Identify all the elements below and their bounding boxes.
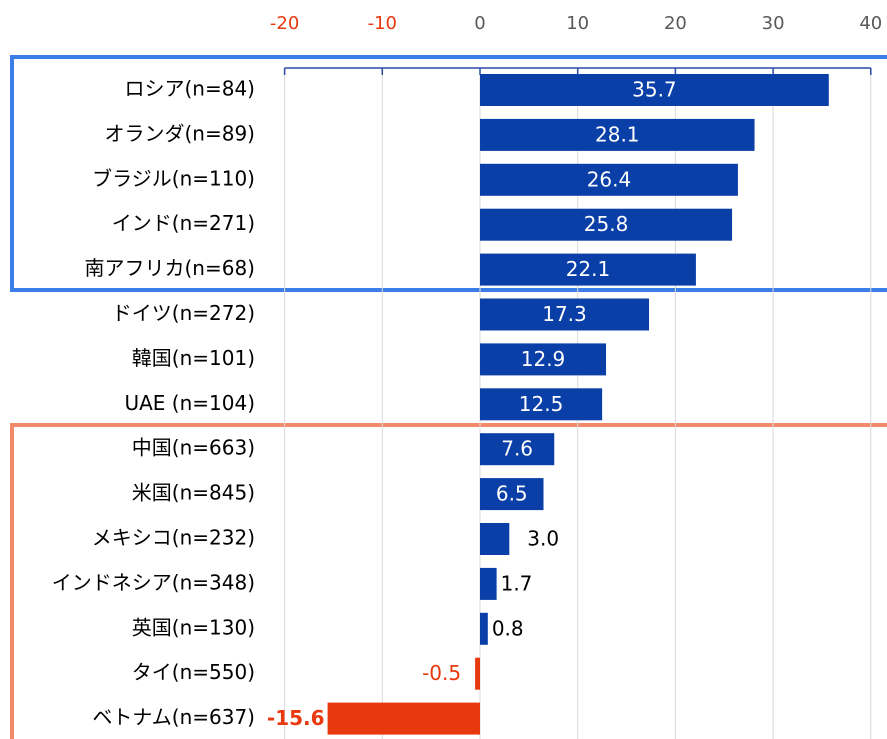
x-tick-label: -10 <box>368 13 397 34</box>
x-tick-label: 0 <box>474 13 485 34</box>
y-tick-label: 韓国(n=101) <box>132 346 255 370</box>
value-label: 0.8 <box>492 616 524 640</box>
value-label: -15.6 <box>267 706 325 730</box>
value-label: 25.8 <box>584 212 629 236</box>
value-label: 12.9 <box>521 347 566 371</box>
bar <box>475 657 480 690</box>
value-label: 28.1 <box>595 122 640 146</box>
highlight-box-top <box>10 55 887 292</box>
value-label: 35.7 <box>632 78 677 102</box>
x-tick-label: 30 <box>762 13 785 34</box>
y-tick-label: ブラジル(n=110) <box>92 166 255 190</box>
value-label: 6.5 <box>496 482 528 506</box>
bar <box>480 433 555 466</box>
x-tick-label: 20 <box>664 13 687 34</box>
y-tick-label: メキシコ(n=232) <box>92 526 255 550</box>
value-label: -0.5 <box>422 661 461 685</box>
value-label: 22.1 <box>566 257 611 281</box>
y-tick-label: インドネシア(n=348) <box>52 570 255 594</box>
bar <box>480 388 603 421</box>
bar <box>480 74 829 106</box>
highlight-box-bottom <box>10 423 887 739</box>
value-label: 3.0 <box>527 527 559 551</box>
bar <box>327 702 480 735</box>
y-tick-label: タイ(n=550) <box>132 660 255 684</box>
y-tick-label: ロシア(n=84) <box>125 77 256 101</box>
y-tick-label: 南アフリカ(n=68) <box>85 256 256 280</box>
y-tick-label: インド(n=271) <box>112 211 255 235</box>
bar <box>480 118 755 151</box>
value-label: 17.3 <box>542 302 587 326</box>
bar <box>480 343 607 376</box>
bar <box>480 163 738 196</box>
value-label: 7.6 <box>501 437 533 461</box>
y-tick-label: オランダ(n=89) <box>105 121 256 145</box>
value-label: 12.5 <box>519 392 564 416</box>
y-tick-label: ドイツ(n=272) <box>112 301 255 325</box>
bar <box>480 523 510 555</box>
bar <box>480 253 696 286</box>
x-tick-label: -20 <box>270 13 299 34</box>
y-tick-label: 英国(n=130) <box>132 615 255 639</box>
value-label: 26.4 <box>587 167 632 191</box>
bar <box>480 567 497 600</box>
y-tick-label: ベトナム(n=637) <box>92 705 255 729</box>
y-tick-label: UAE (n=104) <box>124 391 255 415</box>
bar <box>480 298 650 331</box>
x-tick-label: 40 <box>859 13 882 34</box>
bar <box>480 208 733 241</box>
bar <box>480 612 488 645</box>
value-label: 1.7 <box>501 571 533 595</box>
y-tick-label: 米国(n=845) <box>132 481 255 505</box>
x-tick-label: 10 <box>566 13 589 34</box>
y-tick-label: 中国(n=663) <box>132 436 255 460</box>
bar <box>480 478 544 511</box>
